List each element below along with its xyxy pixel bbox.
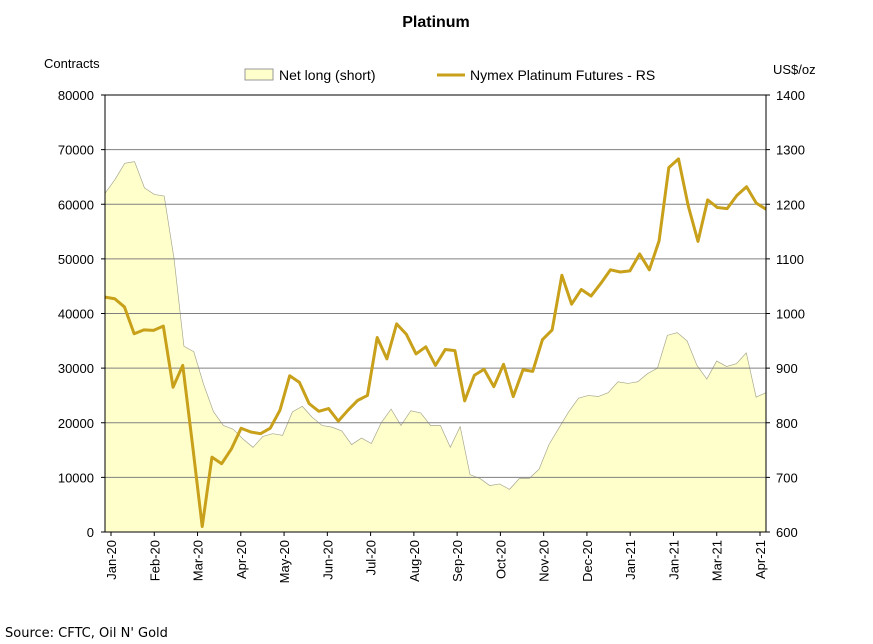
x-tick-label: Jan-21 <box>666 540 681 580</box>
x-tick-label: Jan-21 <box>623 540 638 580</box>
left-tick-label: 20000 <box>58 416 94 431</box>
right-axis-label: US$/oz <box>773 62 816 77</box>
legend-label-net-long: Net long (short) <box>279 67 375 83</box>
left-tick-label: 70000 <box>58 143 94 158</box>
x-tick-label: Jun-20 <box>320 540 335 580</box>
right-tick-label: 800 <box>776 416 798 431</box>
right-tick-label: 1100 <box>776 252 804 267</box>
left-axis-label: Contracts <box>44 56 100 71</box>
x-tick-label: Mar-21 <box>710 540 725 581</box>
x-tick-label: Jul-20 <box>364 540 379 575</box>
x-tick-label: Feb-20 <box>147 540 162 581</box>
platinum-futures-line <box>104 157 767 529</box>
x-tick-label: Nov-20 <box>537 540 552 582</box>
net-long-area <box>104 161 767 533</box>
x-tick-label: Mar-20 <box>191 540 206 581</box>
x-tick-label: Apr-20 <box>234 540 249 579</box>
right-tick-label: 900 <box>776 361 798 376</box>
left-tick-label: 30000 <box>58 361 94 376</box>
left-tick-label: 0 <box>87 525 94 540</box>
right-tick-label: 600 <box>776 525 798 540</box>
right-tick-label: 1400 <box>776 88 805 103</box>
x-tick-label: Apr-21 <box>753 540 768 579</box>
source-note: Source: CFTC, Oil N' Gold <box>5 626 168 641</box>
right-tick-label: 1000 <box>776 307 805 322</box>
left-tick-label: 10000 <box>58 470 94 485</box>
legend-swatch-net-long <box>244 68 274 81</box>
right-tick-label: 1200 <box>776 197 805 212</box>
right-tick-label: 1300 <box>776 143 805 158</box>
left-tick-label: 60000 <box>58 197 94 212</box>
x-tick-label: May-20 <box>277 540 292 583</box>
left-tick-label: 40000 <box>58 307 94 322</box>
chart-title: Platinum <box>402 14 470 31</box>
left-tick-label: 50000 <box>58 252 94 267</box>
x-tick-label: Dec-20 <box>580 540 595 582</box>
x-tick-label: Jan-20 <box>104 540 119 580</box>
x-tick-label: Oct-20 <box>493 540 508 579</box>
left-tick-label: 80000 <box>58 88 94 103</box>
x-tick-label: Aug-20 <box>407 540 422 582</box>
right-tick-label: 700 <box>776 470 798 485</box>
legend-label-platinum-futures: Nymex Platinum Futures - RS <box>470 67 655 83</box>
legend: Net long (short) Nymex Platinum Futures … <box>244 67 655 83</box>
x-tick-label: Sep-20 <box>450 540 465 582</box>
